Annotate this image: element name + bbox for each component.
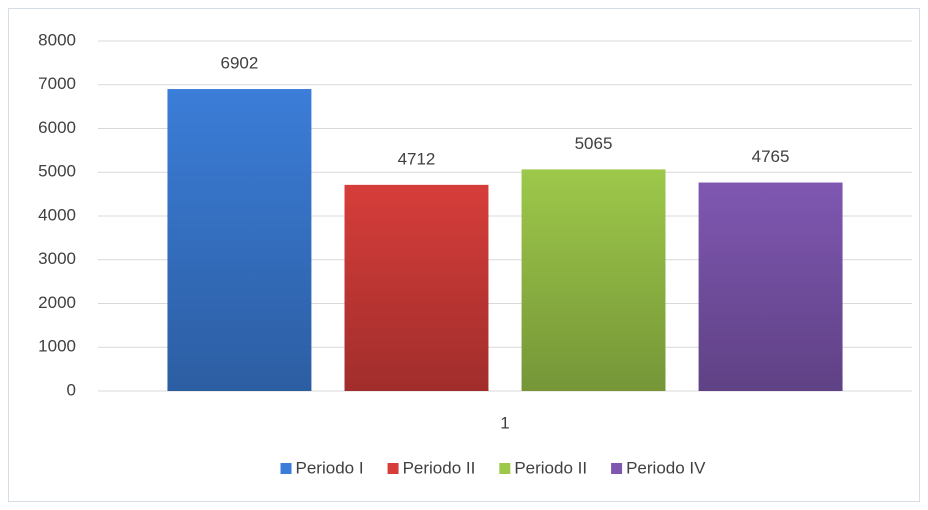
y-tick-label: 0: [67, 380, 76, 399]
bar-shade: [167, 89, 312, 391]
legend-swatch: [499, 463, 511, 474]
legend-label: Periodo IV: [626, 458, 706, 477]
legend-label: Periodo II: [514, 458, 587, 477]
legend-swatch: [387, 463, 399, 474]
data-label: 4712: [398, 149, 436, 168]
legend-swatch: [611, 463, 623, 474]
y-tick-label: 2000: [38, 293, 76, 312]
bar-shade: [344, 184, 489, 391]
data-label: 4765: [752, 147, 790, 166]
legend-label: Periodo I: [296, 458, 364, 477]
x-tick-label: 1: [500, 413, 509, 432]
y-tick-label: 5000: [38, 162, 76, 181]
data-label: 6902: [221, 54, 259, 73]
bar-shade: [698, 182, 843, 391]
y-tick-label: 7000: [38, 74, 76, 93]
data-label: 5065: [575, 134, 613, 153]
legend-label: Periodo II: [403, 458, 476, 477]
y-tick-label: 3000: [38, 249, 76, 268]
y-tick-label: 6000: [38, 118, 76, 137]
y-tick-label: 1000: [38, 337, 76, 356]
bar-shade: [521, 169, 666, 391]
y-tick-label: 8000: [38, 30, 76, 49]
y-tick-label: 4000: [38, 205, 76, 224]
legend-swatch: [280, 463, 292, 474]
